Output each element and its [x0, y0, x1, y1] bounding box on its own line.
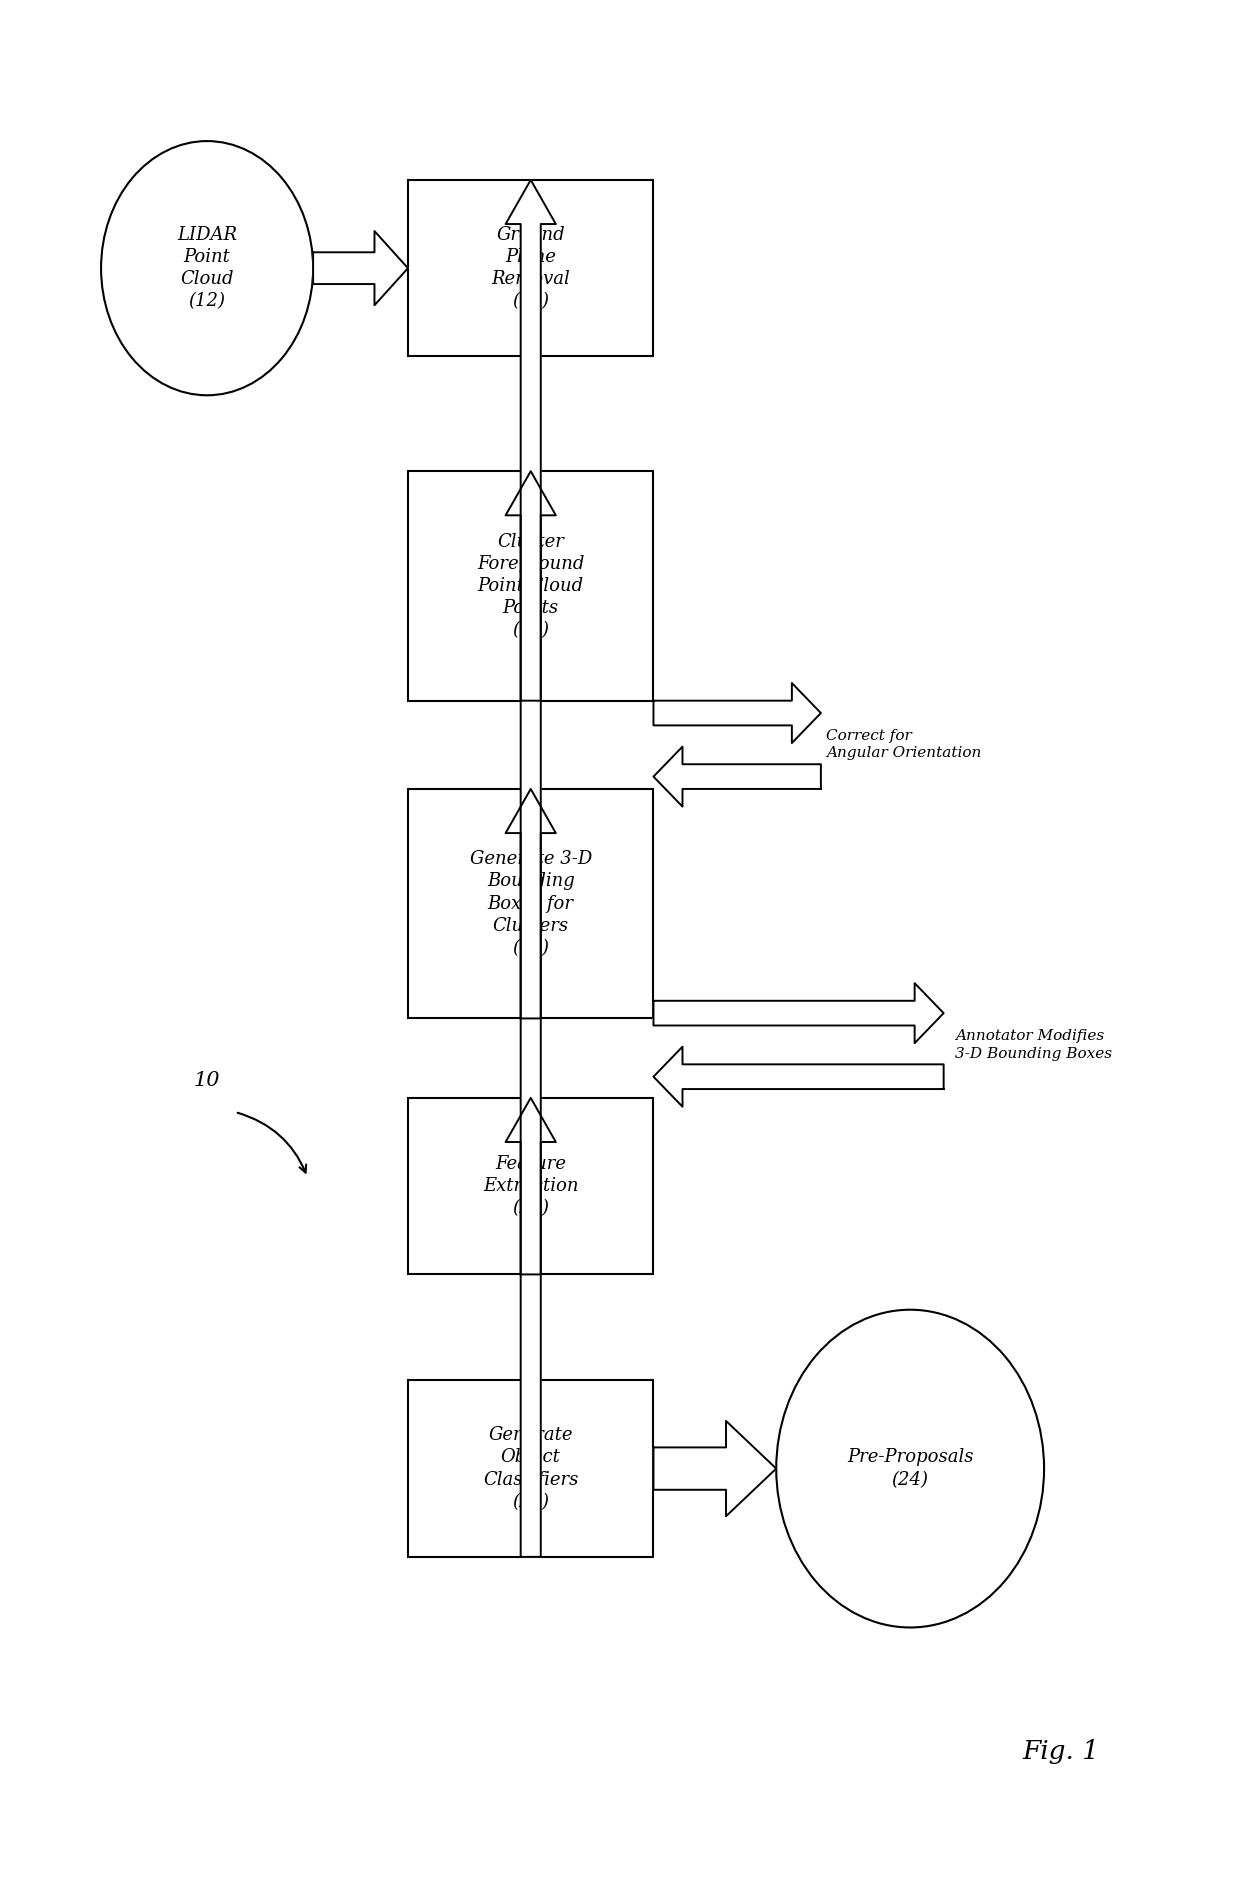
FancyBboxPatch shape: [408, 471, 653, 700]
Text: Annotator Modifies
3-D Bounding Boxes: Annotator Modifies 3-D Bounding Boxes: [955, 1029, 1112, 1061]
Polygon shape: [506, 789, 556, 1275]
Text: Feature
Extraction
(20): Feature Extraction (20): [482, 1155, 579, 1217]
Text: Correct for
Angular Orientation: Correct for Angular Orientation: [826, 729, 982, 761]
Text: Generate 3-D
Bounding
Boxes for
Clusters
(18): Generate 3-D Bounding Boxes for Clusters…: [470, 851, 591, 958]
FancyBboxPatch shape: [408, 1380, 653, 1557]
Polygon shape: [653, 684, 821, 744]
Text: LIDAR
Point
Cloud
(12): LIDAR Point Cloud (12): [177, 225, 237, 310]
Ellipse shape: [776, 1309, 1044, 1628]
Ellipse shape: [102, 141, 312, 394]
Polygon shape: [312, 231, 408, 306]
FancyBboxPatch shape: [408, 789, 653, 1018]
Polygon shape: [653, 747, 821, 808]
Text: 10: 10: [193, 1070, 221, 1089]
FancyBboxPatch shape: [408, 180, 653, 357]
FancyBboxPatch shape: [408, 1099, 653, 1275]
Text: Cluster
Foreground
Point Cloud
Points
(16): Cluster Foreground Point Cloud Points (1…: [477, 533, 584, 639]
Polygon shape: [653, 1046, 944, 1106]
Polygon shape: [653, 984, 944, 1042]
Text: Fig. 1: Fig. 1: [1023, 1739, 1100, 1763]
Text: Pre-Proposals
(24): Pre-Proposals (24): [847, 1448, 973, 1489]
Polygon shape: [506, 180, 556, 700]
Polygon shape: [653, 1422, 776, 1516]
Polygon shape: [506, 1099, 556, 1557]
Text: Ground
Plane
Removal
(14): Ground Plane Removal (14): [491, 225, 570, 310]
Polygon shape: [506, 471, 556, 1018]
Text: Generate
Object
Classifiers
(22): Generate Object Classifiers (22): [484, 1425, 578, 1512]
FancyArrowPatch shape: [238, 1114, 306, 1172]
